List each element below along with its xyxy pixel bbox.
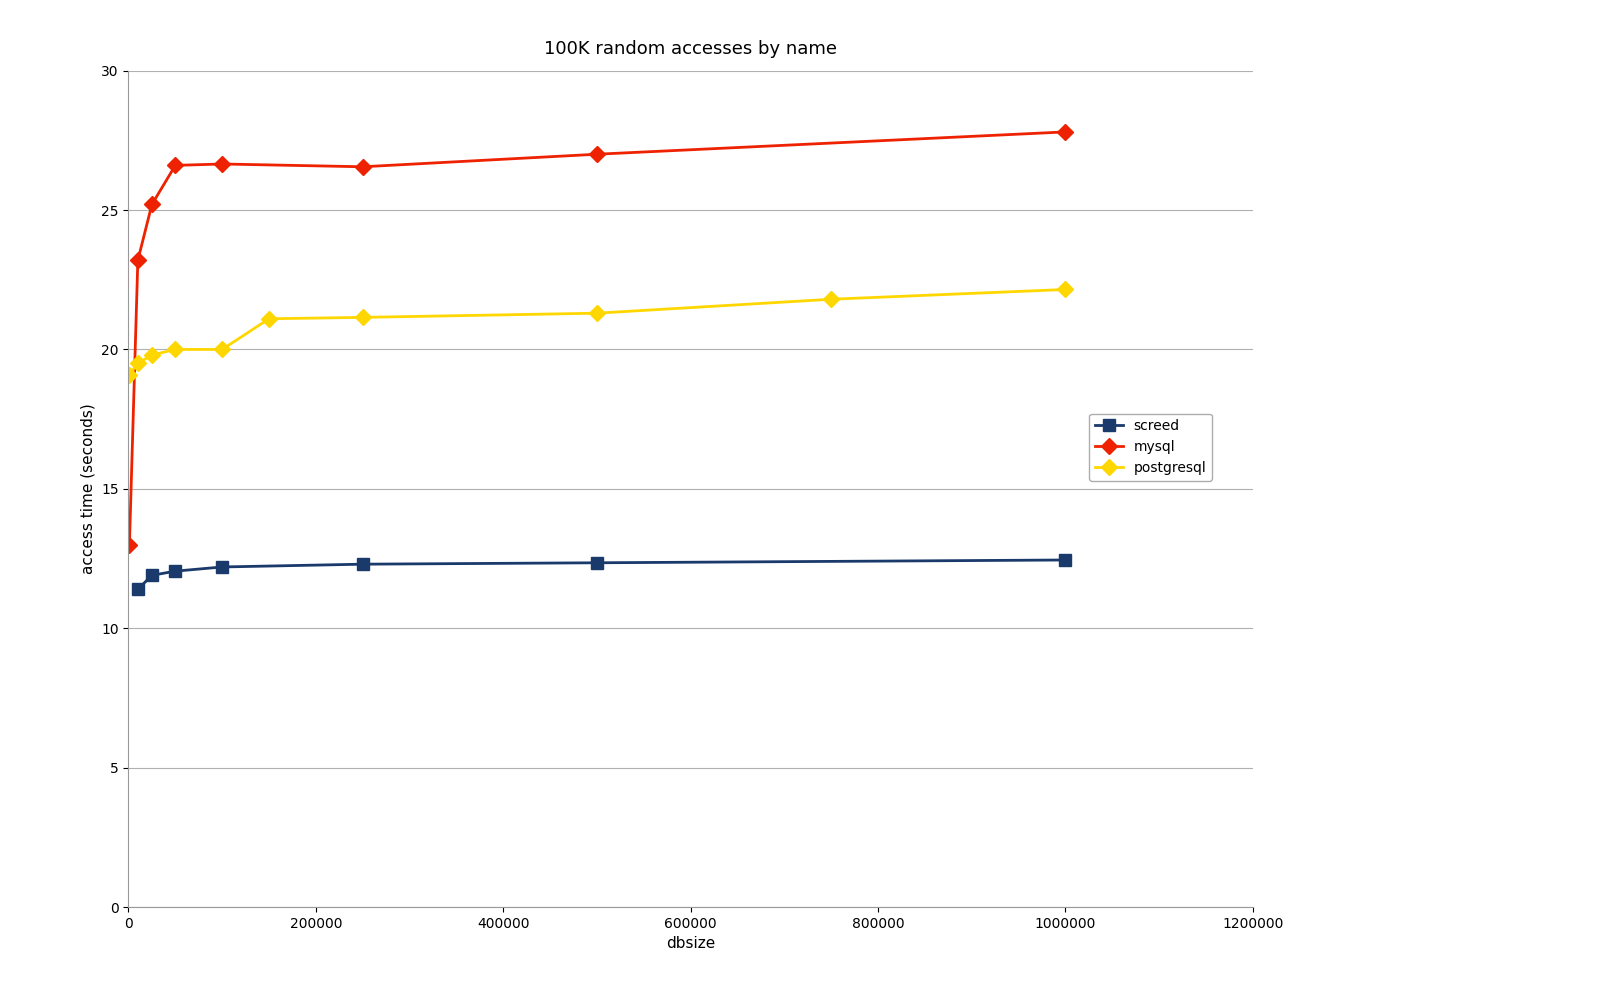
- mysql: [143, 199, 162, 211]
- mysql: [120, 538, 140, 550]
- Legend: screed, mysql, postgresql: screed, mysql, postgresql: [1088, 413, 1212, 481]
- mysql: [1054, 126, 1074, 138]
- X-axis label: dbsize: dbsize: [666, 936, 714, 952]
- screed: [1054, 554, 1074, 566]
- Line: postgresql: postgresql: [124, 284, 1071, 380]
- postgresql: [120, 369, 140, 381]
- postgresql: [128, 358, 148, 370]
- screed: [587, 556, 607, 569]
- screed: [165, 565, 185, 578]
- mysql: [212, 158, 231, 170]
- postgresql: [353, 311, 372, 324]
- screed: [212, 560, 231, 573]
- Line: screed: screed: [132, 554, 1071, 595]
- postgresql: [587, 307, 607, 320]
- postgresql: [143, 349, 162, 361]
- screed: [353, 558, 372, 571]
- postgresql: [822, 293, 841, 305]
- mysql: [128, 254, 148, 266]
- Title: 100K random accesses by name: 100K random accesses by name: [544, 40, 836, 57]
- screed: [143, 570, 162, 582]
- Y-axis label: access time (seconds): access time (seconds): [80, 403, 96, 575]
- postgresql: [212, 344, 231, 356]
- mysql: [165, 159, 185, 171]
- screed: [128, 584, 148, 596]
- Line: mysql: mysql: [124, 126, 1071, 550]
- mysql: [587, 148, 607, 160]
- mysql: [353, 160, 372, 172]
- postgresql: [165, 344, 185, 356]
- postgresql: [260, 312, 279, 325]
- postgresql: [1054, 283, 1074, 295]
